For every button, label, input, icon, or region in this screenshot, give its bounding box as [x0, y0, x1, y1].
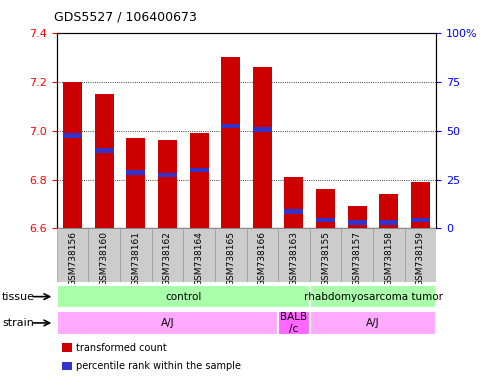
Bar [57, 228, 88, 282]
Bar [120, 228, 152, 282]
Text: GSM738156: GSM738156 [68, 231, 77, 286]
Bar [380, 194, 398, 228]
Bar [215, 228, 246, 282]
Bar [284, 209, 304, 214]
Bar [341, 228, 373, 282]
Text: GSM738166: GSM738166 [258, 231, 267, 286]
Bar [246, 228, 278, 282]
Bar [158, 141, 177, 228]
Text: A/J: A/J [161, 318, 174, 328]
Bar [126, 170, 145, 175]
Bar [380, 220, 398, 225]
Bar [221, 124, 240, 128]
Bar [310, 311, 436, 335]
Bar [278, 311, 310, 335]
Bar [348, 207, 367, 228]
Bar [348, 220, 367, 225]
Text: A/J: A/J [366, 318, 380, 328]
Text: GSM738163: GSM738163 [289, 231, 298, 286]
Text: percentile rank within the sample: percentile rank within the sample [76, 361, 242, 371]
Text: GSM738158: GSM738158 [385, 231, 393, 286]
Text: GSM738164: GSM738164 [195, 231, 204, 286]
Text: control: control [165, 291, 202, 302]
Bar [152, 228, 183, 282]
Text: transformed count: transformed count [76, 343, 167, 353]
Bar [189, 133, 209, 228]
Text: tissue: tissue [2, 291, 35, 302]
Bar [310, 228, 341, 282]
Bar [57, 285, 310, 308]
Bar [284, 177, 304, 228]
Text: GDS5527 / 106400673: GDS5527 / 106400673 [54, 10, 197, 23]
Bar [95, 148, 113, 152]
Bar [373, 228, 405, 282]
Bar [95, 94, 113, 228]
Bar [63, 82, 82, 228]
Bar [253, 127, 272, 132]
Bar [316, 189, 335, 228]
Bar [57, 311, 278, 335]
Text: GSM738162: GSM738162 [163, 231, 172, 286]
Bar [183, 228, 215, 282]
Bar [310, 285, 436, 308]
Bar [316, 218, 335, 222]
Bar [253, 67, 272, 228]
Bar [189, 168, 209, 172]
Text: GSM738157: GSM738157 [352, 231, 362, 286]
Text: GSM738165: GSM738165 [226, 231, 235, 286]
Bar [63, 134, 82, 138]
Bar [411, 218, 430, 222]
Bar [221, 57, 240, 228]
Bar [411, 182, 430, 228]
Bar [158, 173, 177, 177]
Bar [126, 138, 145, 228]
Text: BALB
/c: BALB /c [281, 312, 308, 334]
Text: rhabdomyosarcoma tumor: rhabdomyosarcoma tumor [304, 291, 443, 302]
Text: GSM738155: GSM738155 [321, 231, 330, 286]
Bar [88, 228, 120, 282]
Text: GSM738161: GSM738161 [131, 231, 141, 286]
Text: strain: strain [2, 318, 34, 328]
Bar [278, 228, 310, 282]
Bar [405, 228, 436, 282]
Text: GSM738159: GSM738159 [416, 231, 425, 286]
Text: GSM738160: GSM738160 [100, 231, 108, 286]
